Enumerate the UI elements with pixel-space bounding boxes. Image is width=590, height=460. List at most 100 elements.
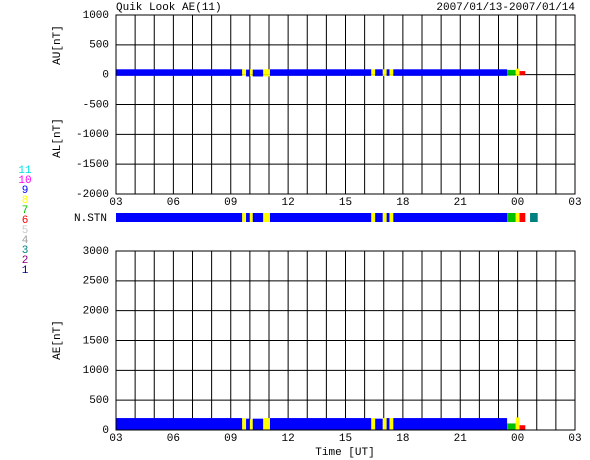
bar [242,74,247,76]
x-tick-label: 00 [511,197,524,209]
y-tick-label: 1500 [83,335,109,347]
x-tick-label: 03 [109,433,122,445]
bar [371,69,376,75]
bar [375,74,383,76]
bar [386,69,390,75]
station-segment [389,213,394,222]
y-tick-label: -500 [83,99,109,111]
bar [371,418,376,430]
station-legend-label: 6 [22,215,29,227]
station-legend-label: 10 [18,175,31,187]
plot-frame [115,250,576,431]
station-legend-label: 11 [18,165,32,177]
y-tick-label: 500 [89,395,109,407]
station-segment [252,213,264,222]
x-tick-label: 09 [224,197,237,209]
bar [242,69,247,75]
bar [263,69,270,75]
station-segment [519,213,526,222]
bar [386,74,390,76]
station-segment [246,213,250,222]
bar [515,74,520,76]
au-axis-title: AU[nT] [52,25,64,65]
bar [393,418,508,430]
bar [116,69,243,75]
plot-frame [115,14,576,195]
station-segment [530,213,538,222]
y-tick-label: -2000 [76,189,109,201]
bar [519,74,526,76]
y-tick-label: 0 [102,70,109,82]
bar [507,69,516,75]
bar [246,418,250,430]
bar [116,418,243,430]
station-legend-label: 2 [22,255,29,267]
date-range: 2007/01/13-2007/01/14 [436,2,575,14]
bar [252,69,264,75]
station-segment [515,213,520,222]
bar [375,418,383,430]
y-tick-label: 1000 [83,10,109,22]
station-segment [382,213,387,222]
chart-title: Quik Look AE(11) [116,2,222,14]
nstn-label: N.STN [74,213,107,225]
bar [389,418,394,430]
station-segment [249,213,253,222]
bar [389,69,394,75]
bar [375,69,383,75]
bar [519,71,526,75]
station-legend-label: 7 [22,205,29,217]
bar [269,69,372,75]
station-legend-label: 3 [22,245,29,257]
y-tick-label: 0 [102,425,109,437]
ae-axis-title: AE[nT] [52,320,64,360]
x-tick-label: 15 [339,433,352,445]
bar [116,74,243,76]
y-tick-label: 2000 [83,306,109,318]
x-tick-label: 12 [282,197,295,209]
x-tick-label: 00 [511,433,524,445]
x-tick-label: 03 [568,197,581,209]
station-segment [116,213,243,222]
x-tick-label: 21 [454,433,468,445]
station-segment [242,213,247,222]
bar [246,69,250,75]
bar [263,418,270,430]
station-legend-label: 8 [22,195,29,207]
x-tick-label: 06 [167,433,180,445]
bar [382,74,387,76]
station-segment [375,213,383,222]
x-tick-label: 06 [167,197,180,209]
bar [389,74,394,76]
y-tick-label: 500 [89,40,109,52]
bar [515,417,520,430]
bar [249,69,253,75]
x-tick-label: 03 [109,197,122,209]
bar [507,74,516,76]
y-tick-label: 1000 [83,365,109,377]
bar [382,418,387,430]
bar [263,74,270,77]
bar [393,69,508,75]
bar [249,74,253,77]
y-tick-label: -1500 [76,159,109,171]
bar [269,418,372,430]
station-segment [269,213,372,222]
x-tick-label: 18 [396,433,409,445]
bar [382,69,387,75]
al-axis-title: AL[nT] [52,118,64,158]
bar [249,419,253,430]
x-tick-label: 18 [396,197,409,209]
station-segment [507,213,516,222]
x-tick-label: 15 [339,197,352,209]
station-legend-label: 1 [22,265,29,277]
y-tick-label: 2500 [83,276,109,288]
station-legend-label: 9 [22,185,29,197]
y-tick-label: -1000 [76,129,109,141]
bar [269,74,372,76]
y-tick-label: 3000 [83,246,109,258]
bar [252,418,264,430]
station-legend-label: 5 [22,225,29,237]
bar [507,423,516,430]
